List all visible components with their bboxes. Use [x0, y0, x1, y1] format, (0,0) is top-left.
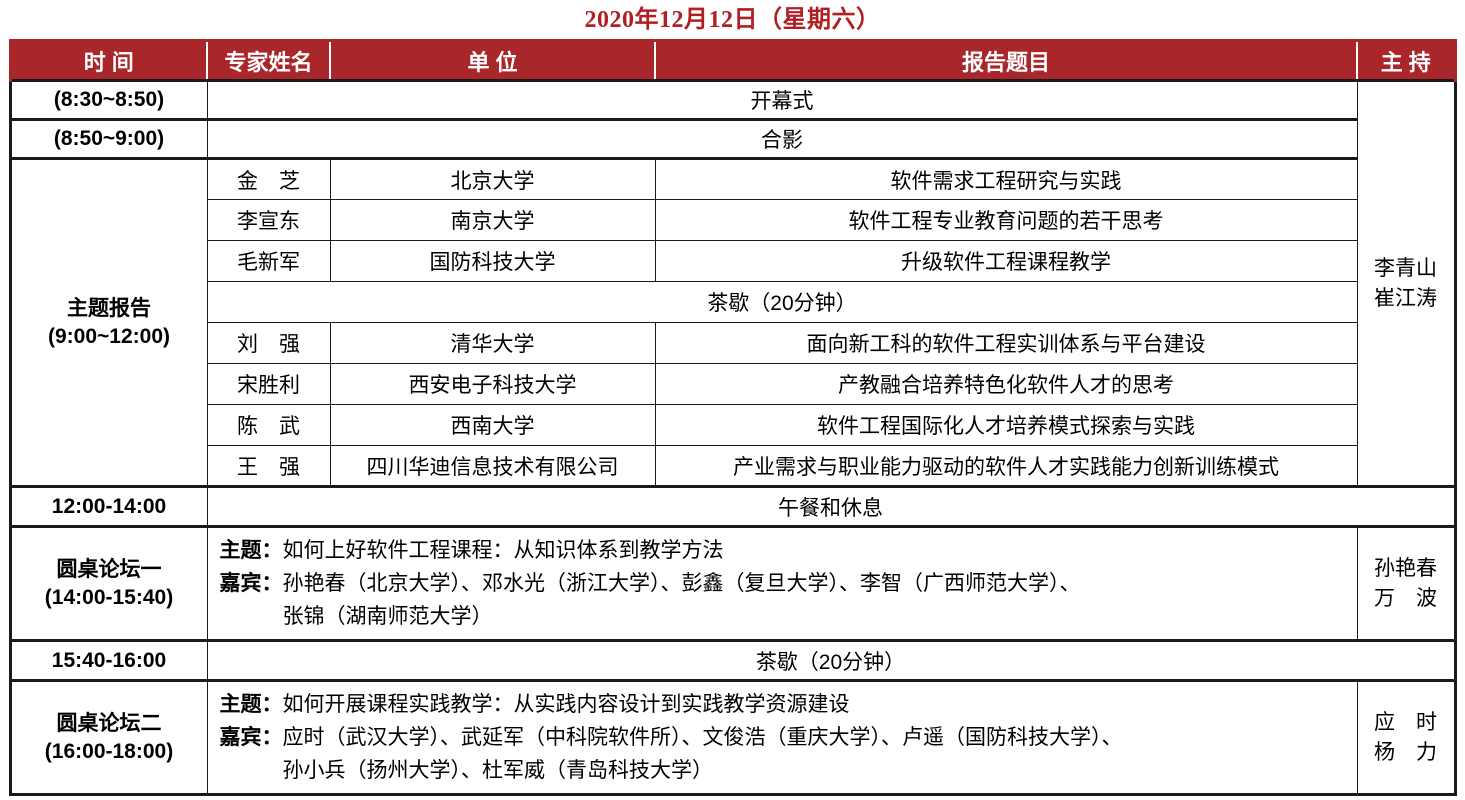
roundtable2-host-cell: 应 时 杨 力	[1356, 679, 1456, 795]
lunch-content-cell: 午餐和休息	[206, 485, 1456, 527]
roundtable1-time: (14:00-15:40)	[44, 585, 174, 609]
header-time: 时 间	[8, 39, 208, 82]
talk-row: 主题报告 (9:00~12:00) 金 芝 北京大学 软件需求工程研究与实践	[9, 157, 1455, 487]
talk-title: 产业需求与职业能力驱动的软件人才实践能力创新训练模式	[654, 445, 1358, 487]
break-content-cell: 茶歇（20分钟）	[206, 281, 1358, 323]
talk-title: 软件工程专业教育问题的若干思考	[654, 199, 1358, 241]
guests-list-line: 孙小兵（扬州大学）、杜军威（青岛科技大学）	[282, 759, 714, 782]
morning-host-cell: 李青山 崔江涛	[1356, 79, 1456, 487]
speaker-affiliation: 清华大学	[329, 322, 656, 364]
roundtable2-label: 圆桌论坛二	[56, 711, 162, 735]
tea-content-cell: 茶歇（20分钟）	[206, 639, 1456, 681]
schedule-table: 时 间 专家姓名 单 位 报告题目 主 持 (8:30~8:50) 开幕式 李青…	[8, 39, 1457, 796]
header-affiliation: 单 位	[329, 39, 656, 82]
topic-label: 主题：	[219, 693, 283, 716]
page-title: 2020年12月12日（星期六）	[584, 7, 881, 33]
talk-row: 刘 强 清华大学 面向新工科的软件工程实训体系与平台建设	[10, 322, 1455, 364]
roundtable1-section-cell: 圆桌论坛一 (14:00-15:40)	[9, 525, 208, 641]
table-header-row: 时 间 专家姓名 单 位 报告题目 主 持	[8, 39, 1457, 82]
speaker-name: 李宣东	[206, 199, 331, 241]
host-name: 应 时	[1374, 710, 1437, 734]
header-talk-title: 报告题目	[654, 39, 1358, 82]
talk-row: 宋胜利 西安电子科技大学 产教融合培养特色化软件人才的思考	[10, 363, 1455, 405]
row-roundtable1: 圆桌论坛一 (14:00-15:40) 主题： 如何上好软件工程课程：从知识体系…	[9, 525, 1456, 641]
keynote-section-time: (9:00~12:00)	[48, 324, 170, 348]
speaker-name: 刘 强	[206, 322, 331, 364]
talk-title: 软件需求工程研究与实践	[654, 157, 1358, 200]
speaker-name: 王 强	[206, 445, 331, 487]
roundtable2-guests-line: 嘉宾： 应时（武汉大学）、武延军（中科院软件所）、文俊浩（重庆大学）、卢遥（国防…	[220, 721, 1347, 787]
roundtable2-section-cell: 圆桌论坛二 (16:00-18:00)	[9, 679, 208, 795]
guests-list: 应时（武汉大学）、武延军（中科院软件所）、文俊浩（重庆大学）、卢遥（国防科技大学…	[283, 721, 1347, 787]
talk-title: 面向新工科的软件工程实训体系与平台建设	[654, 322, 1358, 364]
topic-text: 如何上好软件工程课程：从知识体系到教学方法	[282, 539, 724, 562]
header-speaker-name: 专家姓名	[206, 39, 331, 82]
talk-row: 陈 武 西南大学 软件工程国际化人才培养模式探索与实践	[10, 404, 1455, 446]
row-opening: (8:30~8:50) 开幕式 李青山 崔江涛	[9, 79, 1456, 487]
speaker-affiliation: 南京大学	[329, 199, 656, 241]
host-name: 杨 力	[1374, 740, 1437, 764]
roundtable1-topic-line: 主题： 如何上好软件工程课程：从知识体系到教学方法	[220, 534, 1347, 567]
host-name: 崔江涛	[1374, 286, 1437, 310]
row-roundtable2: 圆桌论坛二 (16:00-18:00) 主题： 如何开展课程实践教学：从实践内容…	[9, 679, 1456, 795]
keynote-section-label: 主题报告	[67, 296, 151, 320]
speaker-affiliation: 国防科技大学	[329, 240, 656, 282]
host-name: 孙艳春	[1374, 556, 1437, 580]
guests-list: 孙艳春（北京大学）、邓水光（浙江大学）、彭鑫（复旦大学）、李智（广西师范大学）、…	[283, 567, 1347, 633]
host-name: 李青山	[1374, 256, 1437, 280]
topic-text: 如何开展课程实践教学：从实践内容设计到实践教学资源建设	[282, 693, 850, 716]
header-host: 主 持	[1356, 39, 1457, 82]
talk-row: 毛新军 国防科技大学 升级软件工程课程教学	[10, 240, 1455, 282]
roundtable2-time: (16:00-18:00)	[44, 739, 174, 763]
row-lunch: 12:00-14:00 午餐和休息	[9, 485, 1456, 527]
keynote-section-cell: 主题报告 (9:00~12:00)	[9, 157, 208, 487]
roundtable1-host-cell: 孙艳春 万 波	[1356, 525, 1456, 641]
guests-label: 嘉宾：	[219, 572, 283, 595]
row-tea-break: 15:40-16:00 茶歇（20分钟）	[9, 639, 1456, 681]
roundtable1-label: 圆桌论坛一	[56, 557, 162, 581]
speaker-name: 陈 武	[206, 404, 331, 446]
guests-list-line: 张锦（湖南师范大学）	[282, 605, 493, 628]
speaker-name: 金 芝	[206, 157, 331, 200]
roundtable2-content-cell: 主题： 如何开展课程实践教学：从实践内容设计到实践教学资源建设 嘉宾： 应时（武…	[206, 679, 1358, 795]
speaker-affiliation: 四川华迪信息技术有限公司	[329, 445, 656, 487]
talk-title: 产教融合培养特色化软件人才的思考	[654, 363, 1358, 405]
guests-label: 嘉宾：	[219, 726, 283, 749]
opening-time-cell: (8:30~8:50)	[9, 79, 208, 120]
host-name: 万 波	[1374, 586, 1437, 610]
break-row: 茶歇（20分钟）	[10, 281, 1455, 323]
speaker-affiliation: 西安电子科技大学	[329, 363, 656, 405]
tea-time-cell: 15:40-16:00	[9, 639, 208, 681]
speaker-name: 宋胜利	[206, 363, 331, 405]
talk-row: 王 强 四川华迪信息技术有限公司 产业需求与职业能力驱动的软件人才实践能力创新训…	[10, 445, 1455, 487]
row-group-photo: (8:50~9:00) 合影	[9, 118, 1455, 159]
talk-row: 李宣东 南京大学 软件工程专业教育问题的若干思考	[10, 199, 1455, 241]
opening-content-cell: 开幕式	[206, 79, 1358, 120]
photo-content-cell: 合影	[206, 118, 1358, 159]
speaker-affiliation: 北京大学	[329, 157, 656, 200]
photo-time-cell: (8:50~9:00)	[9, 118, 208, 159]
talk-title: 软件工程国际化人才培养模式探索与实践	[654, 404, 1358, 446]
talk-title: 升级软件工程课程教学	[654, 240, 1358, 282]
speaker-name: 毛新军	[206, 240, 331, 282]
lunch-time-cell: 12:00-14:00	[9, 485, 208, 527]
speaker-affiliation: 西南大学	[329, 404, 656, 446]
guests-list-line: 应时（武汉大学）、武延军（中科院软件所）、文俊浩（重庆大学）、卢遥（国防科技大学…	[282, 726, 1123, 749]
roundtable1-content-cell: 主题： 如何上好软件工程课程：从知识体系到教学方法 嘉宾： 孙艳春（北京大学）、…	[206, 525, 1358, 641]
topic-label: 主题：	[219, 539, 283, 562]
guests-list-line: 孙艳春（北京大学）、邓水光（浙江大学）、彭鑫（复旦大学）、李智（广西师范大学）、	[282, 572, 1081, 595]
roundtable1-guests-line: 嘉宾： 孙艳春（北京大学）、邓水光（浙江大学）、彭鑫（复旦大学）、李智（广西师范…	[220, 567, 1347, 633]
roundtable2-topic-line: 主题： 如何开展课程实践教学：从实践内容设计到实践教学资源建设	[220, 688, 1347, 721]
